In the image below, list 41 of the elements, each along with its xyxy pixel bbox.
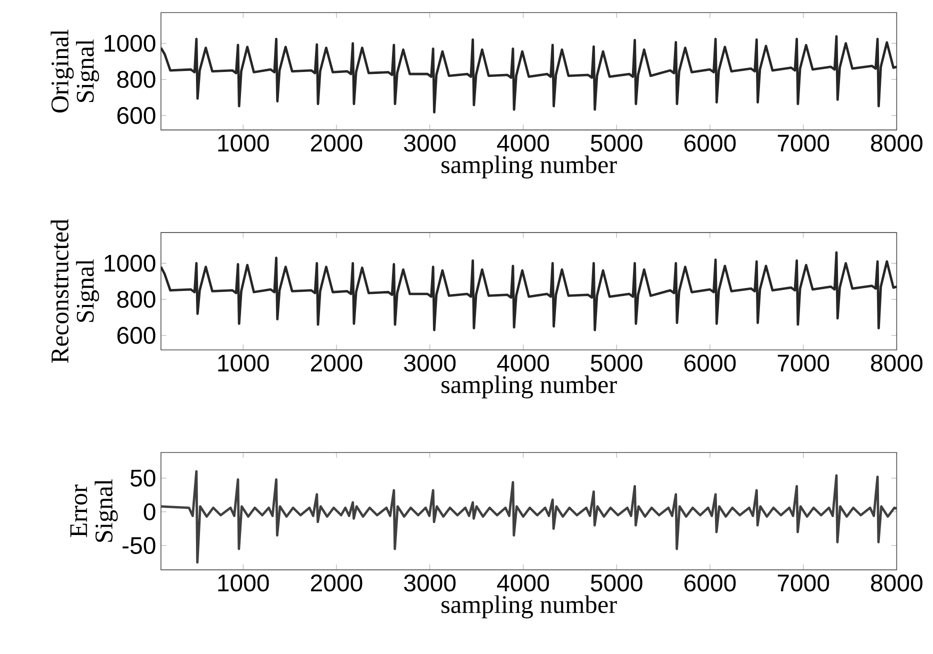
- x-tick-label: 8000: [871, 134, 922, 152]
- x-tick-label: 4000: [497, 574, 549, 592]
- y-axis-title: Original Signal: [50, 30, 100, 113]
- line-series: [160, 35, 897, 114]
- x-tick-label: 3000: [404, 354, 456, 372]
- x-tick-label: 2000: [311, 354, 362, 372]
- x-tick-label: 3000: [404, 574, 456, 592]
- y-tick-label: -50: [122, 537, 156, 554]
- x-tick-label: 8000: [871, 574, 922, 592]
- y-tick-label: 800: [117, 290, 156, 308]
- x-axis-title: sampling number: [442, 376, 617, 399]
- x-tick-label: 7000: [778, 574, 830, 592]
- x-tick-label: 1000: [218, 134, 269, 152]
- x-tick-label: 2000: [311, 574, 362, 592]
- y-tick-label: 0: [144, 503, 156, 520]
- y-tick-label: 800: [117, 71, 156, 88]
- x-tick-label: 4000: [497, 134, 549, 152]
- x-tick-label: 5000: [590, 354, 642, 372]
- x-axis-title: sampling number: [442, 595, 617, 618]
- x-tick-label: 5000: [590, 574, 642, 592]
- x-tick-label: 2000: [311, 134, 362, 152]
- x-axis-title: sampling number: [442, 156, 617, 179]
- y-axis-title: Error Signal: [70, 479, 118, 542]
- y-tick-label: 600: [117, 327, 156, 344]
- x-tick-label: 7000: [778, 134, 830, 152]
- x-tick-label: 7000: [778, 354, 830, 372]
- x-tick-label: 4000: [497, 354, 549, 372]
- y-tick-label: 1000: [104, 254, 156, 272]
- x-tick-label: 1000: [218, 354, 269, 372]
- line-series: [160, 251, 897, 332]
- x-tick-label: 6000: [684, 354, 736, 372]
- y-tick-label: 600: [117, 107, 156, 124]
- x-tick-label: 3000: [404, 134, 456, 152]
- x-tick-label: 6000: [684, 574, 736, 592]
- x-tick-label: 5000: [590, 134, 642, 152]
- x-tick-label: 6000: [684, 134, 736, 152]
- y-tick-label: 50: [130, 470, 156, 487]
- y-tick-label: 1000: [104, 34, 156, 52]
- y-axis-title: Reconstructed Signal: [50, 219, 100, 364]
- x-tick-label: 1000: [218, 574, 269, 592]
- x-tick-label: 8000: [871, 354, 922, 372]
